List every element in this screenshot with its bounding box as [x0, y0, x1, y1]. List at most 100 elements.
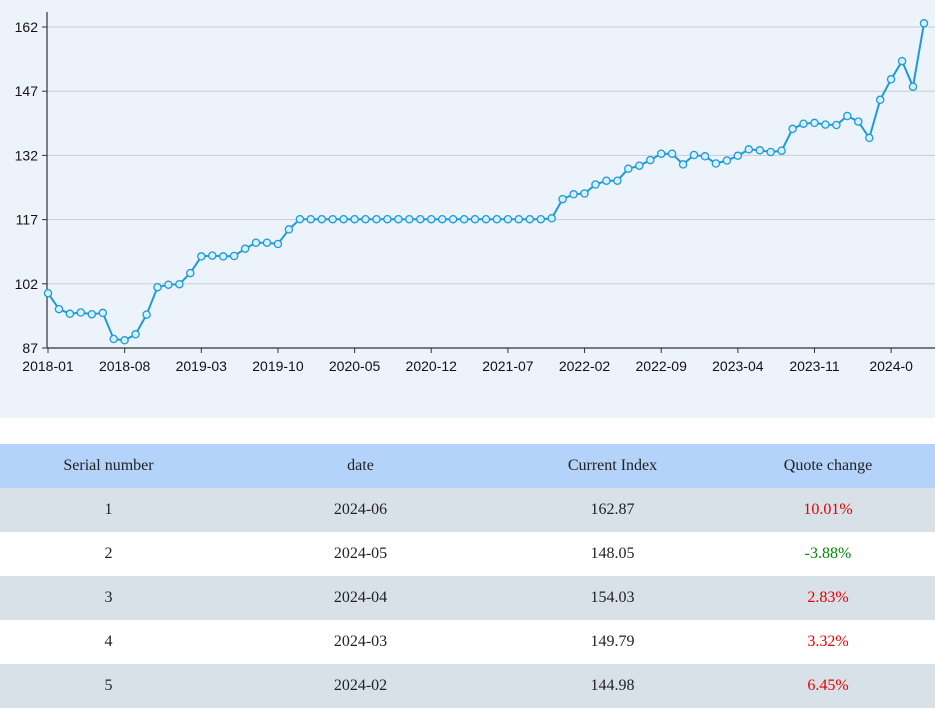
- data-point: [536, 214, 546, 224]
- x-tick-label: 2020-12: [406, 358, 458, 374]
- header-serial-number: Serial number: [0, 444, 217, 488]
- data-point: [416, 214, 425, 224]
- data-point: [689, 150, 699, 160]
- change-cell: 3.32%: [721, 620, 935, 664]
- series-line: [47, 23, 925, 342]
- data-point: [208, 251, 217, 260]
- data-point: [886, 75, 896, 84]
- data-point: [120, 336, 129, 345]
- data-point: [635, 161, 644, 170]
- y-tick-label: 147: [15, 83, 39, 99]
- x-tick-label: 2019-10: [252, 358, 304, 374]
- data-point: [908, 82, 918, 91]
- data-point: [514, 214, 524, 224]
- data-point: [722, 156, 732, 165]
- y-tick-label: 117: [16, 212, 39, 228]
- data-point: [667, 149, 677, 158]
- table-row: 2 2024-05 148.05 -3.88%: [0, 532, 935, 576]
- data-point: [558, 194, 567, 204]
- index-cell: 162.87: [504, 488, 721, 532]
- x-tick-label: 2018-01: [22, 358, 74, 374]
- grid-lines: [47, 26, 935, 285]
- data-point: [624, 164, 633, 173]
- date-cell: 2024-06: [217, 488, 504, 532]
- data-point: [919, 19, 929, 28]
- data-point: [678, 160, 688, 169]
- serial-cell: 2: [0, 532, 217, 576]
- x-tick-label: 2023-11: [789, 358, 840, 374]
- data-point: [240, 244, 250, 253]
- data-point: [427, 214, 436, 224]
- x-axis-ticks: 2018-01 2018-08 2019-03 2019-10 2020-05 2020-…: [22, 348, 913, 374]
- x-tick-label: 2021-07: [482, 358, 534, 374]
- data-point: [646, 155, 655, 165]
- header-current-index: Current Index: [504, 444, 721, 488]
- index-cell: 148.05: [504, 532, 721, 576]
- index-cell: 149.79: [504, 620, 721, 664]
- data-point: [229, 251, 239, 261]
- data-point: [317, 214, 327, 224]
- x-tick-label: 2024-0: [869, 358, 913, 374]
- index-table: Serial number date Current Index Quote c…: [0, 444, 935, 708]
- data-point: [700, 152, 710, 161]
- data-point: [295, 214, 305, 224]
- data-point: [262, 238, 272, 247]
- data-points: [43, 19, 929, 345]
- data-point: [142, 310, 151, 319]
- data-point: [492, 214, 502, 224]
- data-point: [284, 225, 294, 234]
- table-row: 1 2024-06 162.87 10.01%: [0, 488, 935, 532]
- data-point: [711, 159, 721, 168]
- serial-cell: 5: [0, 664, 217, 708]
- data-point: [218, 252, 228, 261]
- data-point: [799, 119, 808, 128]
- data-point: [186, 268, 195, 278]
- index-cell: 144.98: [504, 664, 721, 708]
- data-point: [383, 214, 392, 224]
- data-point: [437, 214, 447, 224]
- data-point: [251, 238, 261, 247]
- data-point: [394, 214, 403, 224]
- data-point: [602, 176, 611, 185]
- data-point: [777, 146, 786, 155]
- chart-panel: 87 102 117 132 147 162 2018-01 2018-08 2019-03 2…: [0, 0, 935, 418]
- x-tick-label: 2018-08: [99, 358, 151, 374]
- y-tick-label: 102: [15, 276, 39, 292]
- x-tick-label: 2022-02: [559, 358, 611, 374]
- table-row: 5 2024-02 144.98 6.45%: [0, 664, 935, 708]
- data-point: [470, 214, 480, 224]
- data-point: [175, 279, 184, 289]
- x-tick-label: 2023-04: [712, 358, 764, 374]
- serial-cell: 3: [0, 576, 217, 620]
- data-point: [109, 334, 118, 344]
- data-point: [459, 214, 469, 224]
- change-cell: 2.83%: [721, 576, 935, 620]
- data-point: [744, 145, 754, 154]
- x-tick-label: 2019-03: [176, 358, 228, 374]
- data-point: [843, 111, 852, 121]
- table-row: 3 2024-04 154.03 2.83%: [0, 576, 935, 620]
- data-point: [306, 214, 316, 224]
- change-cell: 10.01%: [721, 488, 935, 532]
- data-point: [580, 189, 589, 198]
- data-point: [832, 120, 841, 130]
- date-cell: 2024-02: [217, 664, 504, 708]
- data-point: [503, 214, 513, 224]
- data-point: [350, 214, 359, 224]
- data-point: [405, 214, 414, 224]
- data-point: [656, 149, 666, 158]
- data-point: [54, 304, 64, 314]
- data-point: [481, 214, 491, 224]
- data-point: [448, 214, 458, 224]
- data-point: [164, 280, 173, 289]
- data-point: [613, 176, 622, 185]
- data-point: [87, 309, 97, 319]
- data-point: [361, 214, 370, 224]
- data-point: [273, 239, 283, 249]
- data-point: [328, 214, 337, 224]
- data-point: [854, 117, 863, 126]
- data-point: [131, 330, 140, 339]
- x-tick-label: 2020-05: [329, 358, 381, 374]
- index-cell: 154.03: [504, 576, 721, 620]
